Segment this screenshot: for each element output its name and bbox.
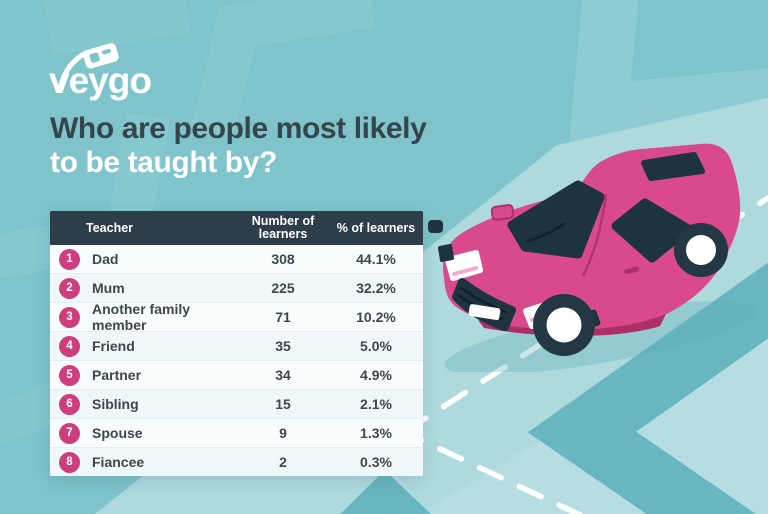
car-trim-left [438,244,454,262]
road-highlight [420,300,768,514]
car-headlight-right [523,298,566,329]
table-row: 8 Fiancee 2 0.3% [50,448,423,476]
rank-badge: 2 [59,277,80,299]
car-grille-slats [457,286,509,321]
percent-cell: 1.3% [360,425,392,441]
percent-cell: 10.2% [356,309,396,325]
rank-badge-number: 1 [66,253,73,265]
rank-badge-number: 6 [66,398,73,410]
rank-badge-number: 5 [66,369,73,381]
car-wiper [526,222,565,243]
percent-cell: 5.0% [360,338,392,354]
teacher-cell: Fiancee [92,454,145,470]
car-headlight-left-accent [452,266,478,276]
rank-badge: 7 [59,422,80,444]
title-line-2: to be taught by? [50,146,277,179]
learners-cell: 35 [275,338,291,354]
learners-cell: 308 [271,251,295,267]
veygo-logo: veygo [46,40,206,110]
learners-cell: 15 [275,396,291,412]
table-row: 7 Spouse 9 1.3% [50,419,423,448]
header-learners: Number of learners [251,214,315,241]
percent-cell: 44.1% [356,251,396,267]
teacher-cell-wrap: 4 Friend [50,335,237,357]
car-door-seam [581,193,608,277]
rank-badge: 1 [59,248,80,270]
car-door-handle [624,266,639,275]
rank-badge: 4 [59,335,80,357]
rank-badge: 8 [59,451,80,473]
table-row: 1 Dad 308 44.1% [50,245,423,274]
car-grille [452,278,516,331]
learners-cell: 2 [279,454,287,470]
table-body: 1 Dad 308 44.1% 2 Mum 225 32.2% 3 [50,245,423,476]
percent-cell: 4.9% [360,367,392,383]
teacher-cell: Another family member [92,301,191,333]
teacher-cell-wrap: 5 Partner [50,364,237,386]
teacher-cell-wrap: 7 Spouse [50,422,237,444]
title-line-1: Who are people most likely [50,112,427,145]
car-rear-window [641,152,705,181]
table-row: 4 Friend 35 5.0% [50,332,423,361]
car-headlight-right-accent [530,311,558,322]
table-row: 3 Another family member 71 10.2% [50,301,423,333]
car-rear-wheel [674,223,728,277]
rank-badge-number: 2 [66,282,73,294]
learners-cell: 225 [271,280,295,296]
rank-badge-number: 4 [66,340,73,352]
table-row: 2 Mum 225 32.2% [50,274,423,303]
learners-cell: 71 [275,309,291,325]
percent-cell: 32.2% [356,280,396,296]
teacher-cell-wrap: 6 Sibling [50,393,237,415]
teacher-table: Teacher Number of learners % of learners… [50,211,423,476]
car-side-window [611,198,693,263]
teacher-cell-wrap: 3 Another family member [50,301,237,333]
l-plate-flag-icon [57,43,119,91]
teacher-cell: Partner [92,367,142,383]
header-percent: % of learners [336,220,416,235]
percent-cell: 2.1% [360,396,392,412]
rank-badge-number: 7 [66,427,73,439]
car-skirt [478,314,666,336]
car-front-wheel [533,294,595,356]
rank-badge: 3 [59,306,80,328]
teacher-cell: Sibling [92,396,139,412]
teacher-cell-wrap: 1 Dad [50,248,237,270]
teacher-cell: Spouse [92,425,143,441]
table-header-row: Teacher Number of learners % of learners [50,211,423,245]
car-shadow [444,301,756,372]
table-row: 5 Partner 34 4.9% [50,361,423,390]
percent-cell: 0.3% [360,454,392,470]
car-trim-right [567,309,601,333]
learners-cell: 9 [279,425,287,441]
teacher-cell: Friend [92,338,135,354]
rank-badge: 6 [59,393,80,415]
teacher-cell: Mum [92,280,125,296]
rank-badge-number: 8 [66,456,73,468]
car-far-mirror [428,220,443,233]
teacher-cell-wrap: 8 Fiancee [50,451,237,473]
car-windshield [507,180,605,259]
car-license-plate [468,304,501,321]
rank-badge: 5 [59,364,80,386]
teacher-cell: Dad [92,251,119,267]
teacher-cell-wrap: 2 Mum [50,277,237,299]
car-mirror [490,204,515,221]
car-headlight-left [445,250,483,281]
logo-wordmark: veygo [49,60,152,101]
page-title: Who are people most likely to be taught … [50,112,510,180]
lane-markings [397,195,768,514]
table-row: 6 Sibling 15 2.1% [50,390,423,419]
learners-cell: 34 [275,367,291,383]
rank-badge-number: 3 [66,311,73,323]
header-teacher: Teacher [86,220,134,235]
